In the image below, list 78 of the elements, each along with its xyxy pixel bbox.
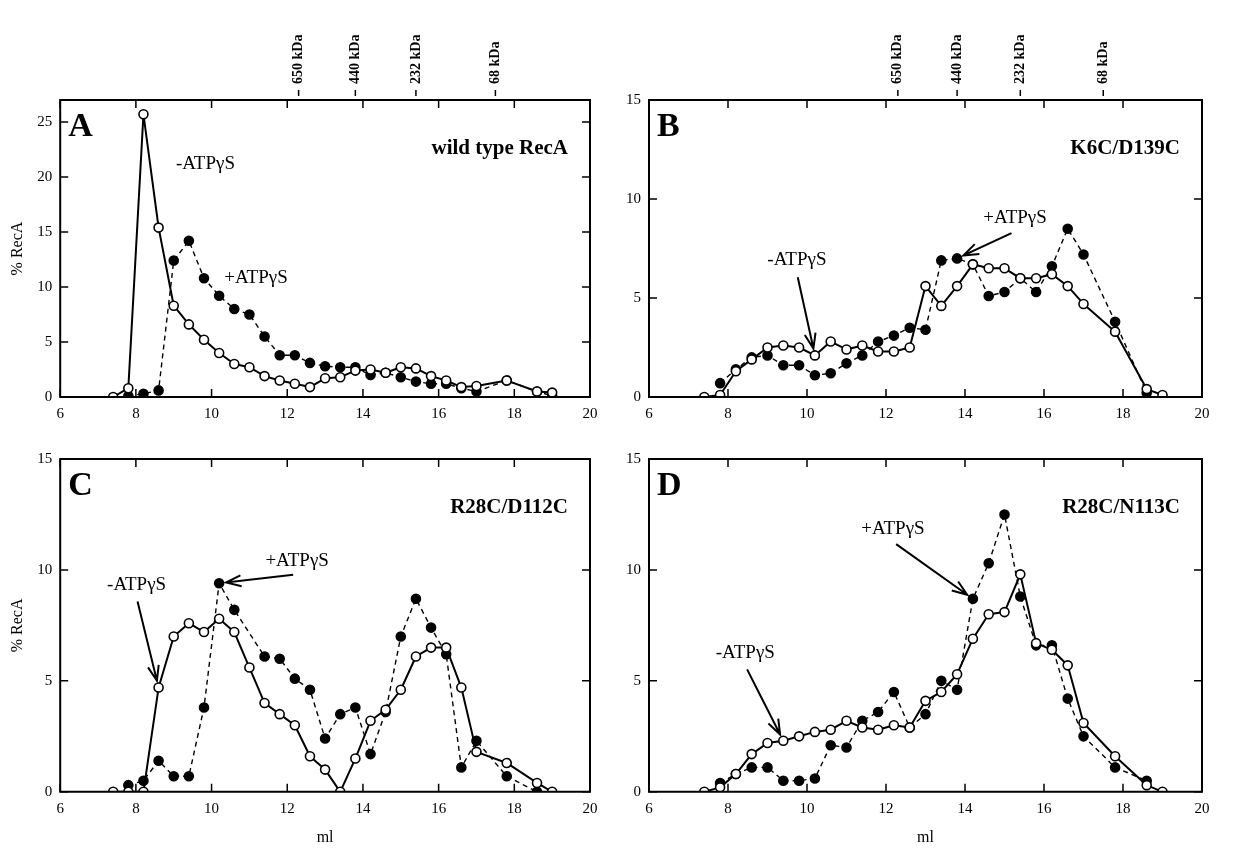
- y-tick-label: 25: [37, 112, 53, 129]
- x-tick-label: 6: [56, 799, 65, 816]
- x-tick-label: 16: [431, 799, 447, 816]
- text: R28C/D112C: [450, 493, 568, 518]
- ref-line-label: 232 kDa: [1011, 34, 1027, 84]
- x-tick-label: 6: [645, 404, 654, 421]
- ref-line-label: 232 kDa: [407, 34, 423, 84]
- x-tick-label: 20: [582, 799, 598, 816]
- annotation: +ATPγS: [265, 549, 329, 571]
- y-tick-label: 15: [626, 449, 641, 466]
- chart-title: D: [657, 464, 682, 502]
- y-axis-title: % RecA: [7, 221, 25, 276]
- x-tick-label: 18: [1115, 404, 1131, 421]
- y-tick-label: 5: [633, 288, 641, 305]
- chart-title: C: [68, 464, 93, 502]
- annotation: -ATPγS: [715, 640, 775, 662]
- ref-line-label: 440 kDa: [346, 34, 362, 84]
- annotation: +ATPγS: [224, 266, 288, 288]
- x-tick-label: 14: [957, 404, 973, 421]
- x-tick-label: 8: [724, 404, 732, 421]
- x-tick-label: 8: [132, 404, 140, 421]
- x-tick-label: 14: [355, 799, 371, 816]
- x-tick-label: 10: [204, 799, 220, 816]
- y-tick-label: 10: [626, 189, 641, 206]
- y-tick-label: 0: [44, 782, 53, 799]
- annotation: -ATPγS: [107, 572, 167, 594]
- x-tick-label: 20: [582, 404, 598, 421]
- y-tick-label: 15: [37, 222, 53, 239]
- x-tick-label: 16: [431, 404, 447, 421]
- x-axis-title: ml: [316, 827, 335, 845]
- x-tick-label: 18: [506, 799, 522, 816]
- x-tick-label: 20: [1194, 404, 1210, 421]
- x-tick-label: 10: [799, 799, 815, 816]
- x-tick-label: 16: [1036, 799, 1052, 816]
- y-tick-label: 5: [633, 671, 641, 688]
- text: wild type RecA: [431, 134, 569, 159]
- chart-title: B: [657, 105, 680, 143]
- y-tick-label: 5: [44, 332, 53, 349]
- x-tick-label: 16: [1036, 404, 1052, 421]
- ref-line-label: 68 kDa: [1094, 41, 1110, 84]
- x-tick-label: 20: [1194, 799, 1210, 816]
- y-tick-label: 0: [44, 387, 53, 404]
- y-tick-label: 10: [37, 277, 53, 294]
- x-tick-label: 6: [56, 404, 65, 421]
- x-tick-label: 10: [799, 404, 815, 421]
- x-tick-label: 8: [132, 799, 140, 816]
- y-tick-label: 20: [37, 167, 53, 184]
- x-tick-label: 10: [204, 404, 220, 421]
- x-axis-title: ml: [917, 827, 935, 845]
- x-tick-label: 12: [279, 404, 295, 421]
- y-tick-label: 5: [44, 671, 53, 688]
- text: K6C/D139C: [1070, 134, 1180, 159]
- x-tick-label: 18: [506, 404, 522, 421]
- ref-line-label: 440 kDa: [948, 34, 964, 84]
- annotation: +ATPγS: [861, 516, 925, 538]
- y-tick-label: 0: [633, 782, 641, 799]
- y-axis-title: % RecA: [7, 598, 25, 653]
- x-tick-label: 12: [878, 799, 894, 816]
- x-tick-label: 12: [878, 404, 894, 421]
- x-tick-label: 6: [645, 799, 654, 816]
- y-tick-label: 10: [626, 560, 641, 577]
- text: R28C/N113C: [1062, 493, 1180, 518]
- annotation: -ATPγS: [175, 152, 235, 174]
- ref-line-label: 68 kDa: [487, 41, 502, 84]
- y-tick-label: 15: [626, 90, 641, 107]
- annotation: -ATPγS: [767, 248, 827, 270]
- chart-title: A: [68, 105, 94, 143]
- y-tick-label: 10: [37, 560, 53, 577]
- y-tick-label: 0: [633, 387, 641, 404]
- x-tick-label: 8: [724, 799, 732, 816]
- ref-line-label: 650 kDa: [889, 34, 905, 84]
- x-tick-label: 18: [1115, 799, 1131, 816]
- ref-line-label: 650 kDa: [290, 34, 306, 84]
- x-tick-label: 14: [355, 404, 371, 421]
- y-tick-label: 15: [37, 449, 53, 466]
- annotation: +ATPγS: [983, 206, 1047, 228]
- x-tick-label: 14: [957, 799, 973, 816]
- x-tick-label: 12: [279, 799, 295, 816]
